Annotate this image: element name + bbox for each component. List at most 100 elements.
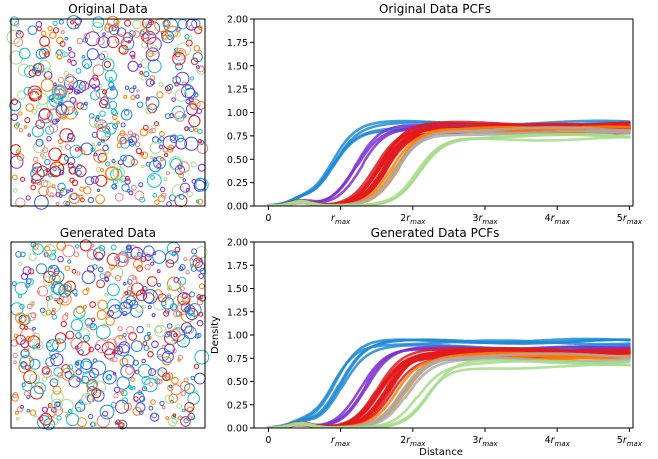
scatter-circle — [165, 259, 175, 268]
scatter-circle — [85, 31, 100, 47]
scatter-circle — [149, 155, 154, 160]
scatter-circle — [174, 31, 181, 38]
scatter-circle — [119, 422, 124, 428]
scatter-circle — [140, 58, 151, 69]
scatter-circle — [144, 253, 152, 261]
scatter-circle — [64, 36, 69, 41]
scatter-circle — [172, 413, 177, 418]
scatter-circle — [156, 91, 164, 99]
scatter-circle — [91, 388, 102, 399]
scatter-circle — [162, 135, 177, 150]
scatter-circle — [135, 94, 140, 99]
scatter-circle — [145, 96, 150, 101]
y-tick-label: 0.50 — [227, 155, 248, 166]
scatter-circle — [82, 304, 88, 309]
scatter-circle — [41, 366, 51, 375]
scatter-circle — [188, 25, 194, 30]
scatter-circle — [141, 358, 146, 364]
scatter-circle — [180, 391, 186, 397]
scatter-circle — [184, 383, 195, 394]
scatter-circle — [100, 168, 105, 173]
scatter-circle — [35, 263, 48, 275]
scatter-circle — [83, 82, 91, 90]
scatter-circle — [153, 296, 167, 311]
scatter-circle — [99, 273, 106, 280]
scatter-circle — [102, 32, 106, 37]
scatter-circle — [17, 294, 22, 299]
scatter-circle — [121, 397, 129, 404]
x-tick-label: 0 — [265, 435, 271, 446]
scatter-circle — [90, 243, 95, 248]
pcf-axes-frame — [253, 241, 634, 429]
scatter-circle — [57, 101, 63, 107]
scatter-circle — [74, 359, 85, 370]
scatter-circle — [23, 370, 38, 385]
scatter-circle — [83, 186, 92, 195]
scatter-circle — [30, 166, 45, 181]
scatter-circle — [46, 342, 52, 348]
scatter-circle — [128, 331, 138, 341]
scatter-circle — [146, 276, 158, 287]
scatter-circle — [80, 401, 84, 405]
scatter-circle — [122, 282, 127, 286]
scatter-circle — [46, 136, 52, 142]
scatter-circle — [86, 323, 92, 329]
scatter-circle — [41, 155, 46, 160]
scatter-circle — [146, 173, 162, 188]
x-tick-label: rmax — [331, 435, 351, 448]
scatter-circle — [129, 87, 135, 94]
scatter-circle — [197, 49, 203, 55]
scatter-circle — [88, 368, 100, 379]
scatter-circle — [167, 34, 173, 41]
scatter-circle — [195, 199, 200, 204]
scatter-circle — [95, 194, 105, 205]
scatter-circle — [95, 166, 102, 173]
scatter-circle — [130, 95, 136, 101]
scatter-circle — [27, 85, 42, 100]
scatter-circle — [47, 25, 53, 32]
scatter-circle — [198, 273, 204, 279]
scatter-circle — [79, 360, 93, 374]
scatter-circle — [35, 119, 46, 129]
scatter-circle — [164, 394, 175, 404]
scatter-circle — [118, 341, 131, 354]
scatter-circle — [36, 165, 48, 177]
scatter-circle — [6, 30, 21, 45]
scatter-circle — [55, 401, 61, 407]
scatter-circle — [110, 244, 117, 251]
x-tick-label: 2rmax — [400, 213, 426, 226]
scatter-circle — [108, 24, 120, 36]
scatter-circle — [159, 131, 165, 137]
pcf-series-line — [267, 124, 631, 206]
y-tick-label: 0.00 — [227, 202, 248, 213]
x-tick-label: 2rmax — [400, 435, 426, 448]
y-tick-label: 1.75 — [227, 261, 248, 272]
scatter-circle — [163, 310, 170, 317]
scatter-circle — [178, 193, 185, 200]
scatter-circle — [150, 399, 156, 405]
scatter-circle — [52, 167, 57, 172]
scatter-circle — [166, 83, 174, 91]
scatter-circle — [67, 46, 72, 51]
scatter-circle — [46, 298, 62, 313]
scatter-circle — [63, 76, 79, 91]
scatter-circle — [128, 135, 138, 145]
scatter-circle — [148, 381, 154, 387]
scatter-circle — [121, 183, 130, 192]
x-tick-label: rmax — [331, 213, 351, 226]
scatter-circle — [67, 364, 74, 371]
scatter-circle — [120, 390, 124, 395]
scatter-circle — [27, 312, 36, 321]
pcf-series-line — [267, 135, 631, 206]
scatter-circle — [132, 30, 141, 38]
scatter-circle — [104, 270, 111, 277]
scatter-circle — [143, 71, 150, 78]
scatter-circle — [64, 312, 69, 317]
scatter-circle — [152, 136, 160, 144]
scatter-circle — [193, 92, 199, 98]
scatter-circle — [196, 319, 204, 327]
scatter-circle — [88, 115, 102, 128]
scatter-circle — [171, 97, 176, 102]
scatter-circle — [26, 408, 31, 413]
scatter-circle — [90, 175, 99, 184]
